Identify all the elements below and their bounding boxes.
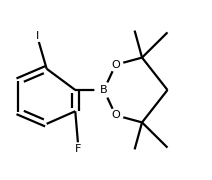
Text: B: B [100, 85, 108, 95]
Ellipse shape [31, 30, 44, 42]
Ellipse shape [95, 82, 113, 98]
Ellipse shape [108, 58, 123, 71]
Ellipse shape [108, 109, 123, 122]
Text: F: F [75, 143, 82, 154]
Text: O: O [111, 60, 120, 70]
Ellipse shape [72, 143, 85, 154]
Text: O: O [111, 110, 120, 120]
Text: I: I [35, 31, 39, 41]
